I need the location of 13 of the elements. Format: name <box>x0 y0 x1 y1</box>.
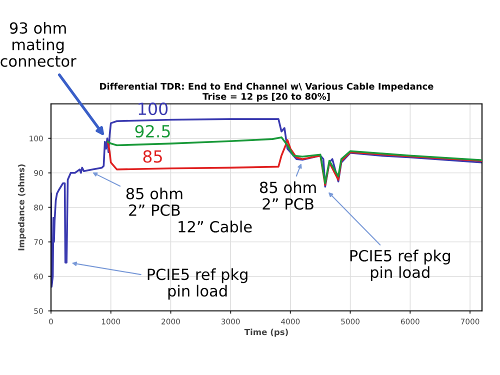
annotation: PCIE5 ref pkg pin load <box>148 268 248 300</box>
y-axis-title: Impedance (ohms) <box>18 164 26 250</box>
series-label: 85 <box>143 150 162 163</box>
annotation: 85 ohm 2” PCB <box>260 181 316 210</box>
x-axis-title: Time (ps) <box>244 328 288 337</box>
annotation: 93 ohm mating connector <box>0 22 76 67</box>
series-label: 100 <box>138 102 168 116</box>
annotation: 85 ohm 2” PCB <box>126 188 182 216</box>
chart-subtitle: Trise = 12 ps [20 to 80%] <box>202 92 330 102</box>
annotation: PCIE5 ref pkg pin load <box>350 250 450 281</box>
series-label: 92.5 <box>135 124 170 138</box>
annotation: 12” Cable <box>178 220 252 233</box>
chart-title: Differential TDR: End to End Channel w\ Various Cable Impedance <box>100 82 434 92</box>
